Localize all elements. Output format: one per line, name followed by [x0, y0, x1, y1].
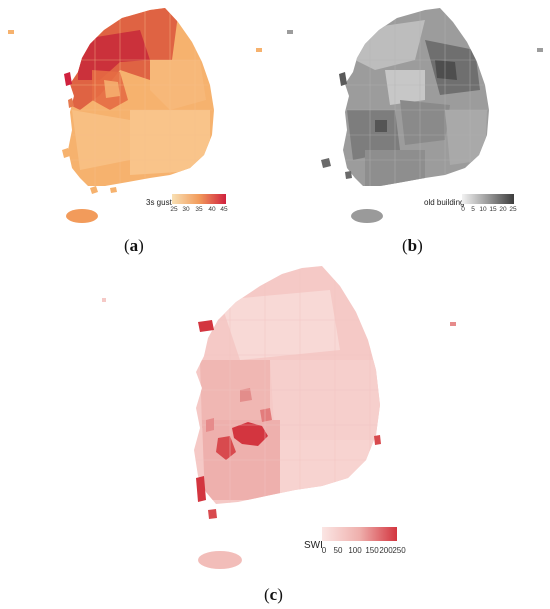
island-mark	[8, 30, 14, 34]
jeju-island	[66, 209, 98, 223]
legend-c-tick: 0	[321, 546, 327, 555]
island-mark	[102, 298, 106, 302]
legend-c-tick: 150	[365, 546, 379, 555]
panel-a-map	[0, 0, 275, 235]
legend-b-colorbar	[462, 194, 514, 204]
island-mark	[450, 322, 456, 326]
legend-c-title: SWI	[304, 540, 323, 551]
legend-b-title: old building	[424, 198, 465, 207]
jeju-island	[198, 551, 242, 569]
caption-b: (b)	[402, 236, 423, 255]
legend-b-tick: 5	[471, 206, 475, 213]
legend-a-colorbar	[172, 194, 226, 204]
jeju-island	[351, 209, 383, 223]
legend-c-tick: 100	[348, 546, 362, 555]
panel-b-map	[275, 0, 550, 235]
caption-a: (a)	[124, 236, 144, 255]
legend-b-tick: 25	[509, 206, 517, 213]
legend-c-tick: 250	[392, 546, 406, 555]
island-mark	[537, 48, 543, 52]
legend-a-tick: 40	[208, 206, 216, 213]
legend-b-tick: 15	[489, 206, 497, 213]
island-mark	[287, 30, 293, 34]
legend-b-tick: 0	[461, 206, 465, 213]
legend-a-tick: 35	[195, 206, 203, 213]
legend-b-tick: 10	[479, 206, 487, 213]
island-mark	[256, 48, 262, 52]
legend-b-tick: 20	[499, 206, 507, 213]
legend-a-tick: 25	[170, 206, 178, 213]
legend-c-tick: 200	[379, 546, 393, 555]
legend-c-tick: 50	[333, 546, 343, 555]
legend-a-title: 3s gust	[146, 198, 172, 207]
panel-c-map	[90, 260, 470, 580]
legend-c-colorbar	[322, 527, 397, 541]
legend-a-tick: 30	[182, 206, 190, 213]
caption-c: (c)	[264, 585, 283, 604]
legend-a-tick: 45	[220, 206, 228, 213]
